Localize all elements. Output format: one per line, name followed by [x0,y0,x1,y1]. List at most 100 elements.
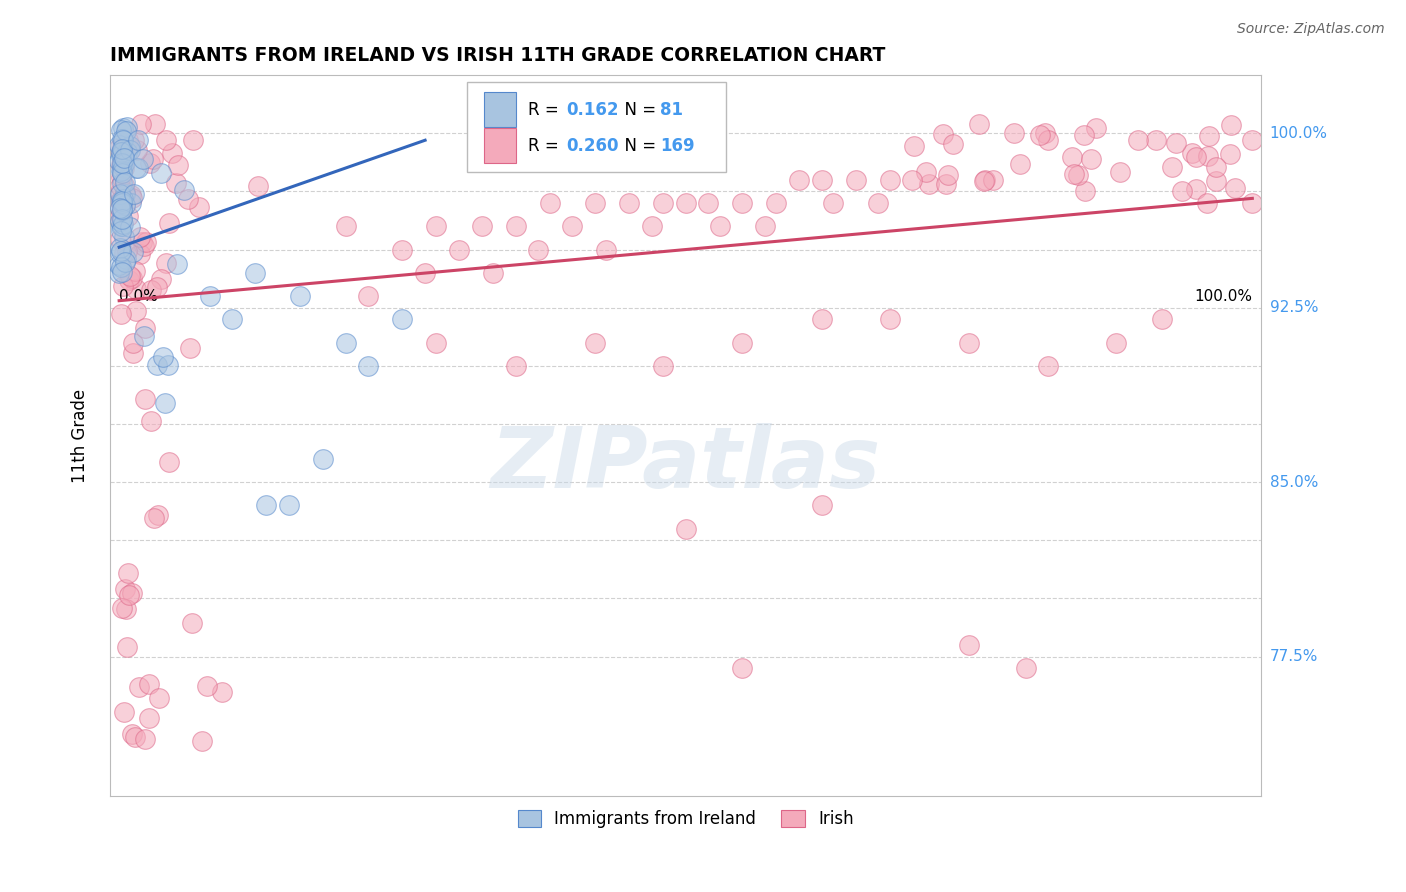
Point [155,256,177,270]
Point [1033,126,1056,140]
Text: 0.0%: 0.0% [120,289,157,304]
Point [256,499,278,513]
Point [110,260,132,274]
Point [121,726,143,740]
Point [278,499,301,513]
Text: 0.162: 0.162 [567,101,619,119]
Text: IMMIGRANTS FROM IRELAND VS IRISH 11TH GRADE CORRELATION CHART: IMMIGRANTS FROM IRELAND VS IRISH 11TH GR… [110,46,886,65]
Point [1063,167,1085,181]
Point [120,187,142,202]
Point [110,169,132,184]
Point [1198,129,1220,144]
Point [153,396,176,410]
Text: 100.0%: 100.0% [1270,126,1327,141]
Point [731,196,754,211]
Point [111,194,134,208]
Point [697,196,720,211]
Point [914,165,936,179]
Point [595,243,617,257]
Text: 92.5%: 92.5% [1270,301,1319,315]
Point [110,202,132,217]
Point [1184,150,1206,164]
Point [124,133,146,147]
Text: 169: 169 [661,136,695,155]
Point [111,265,134,279]
Point [1160,161,1182,175]
Point [1080,153,1102,167]
Point [709,219,731,234]
Point [917,177,939,191]
Point [165,177,187,191]
Point [413,266,436,280]
Point [1036,133,1059,147]
Text: 81: 81 [661,101,683,119]
Point [114,185,136,199]
Point [108,153,131,168]
Point [112,146,135,161]
Point [942,137,965,152]
Point [110,219,132,233]
Point [118,220,141,235]
Point [135,235,157,249]
Point [138,677,160,691]
Point [111,131,134,145]
Point [156,358,179,372]
Point [111,279,134,293]
Point [110,211,132,226]
Point [754,219,776,234]
Point [112,161,135,176]
Point [111,159,134,173]
Point [110,244,132,258]
Point [132,152,155,166]
Point [112,246,135,260]
Point [131,235,153,250]
Point [134,321,156,335]
Point [845,173,868,187]
Point [110,246,132,260]
Text: R =: R = [529,136,564,155]
Point [181,133,204,147]
Point [118,143,141,157]
Point [391,312,413,326]
Point [731,335,754,350]
Point [108,137,131,152]
Point [1171,184,1194,198]
Point [981,173,1004,187]
Point [110,224,132,238]
Point [1150,312,1173,326]
Point [1205,173,1227,187]
Point [122,187,145,202]
Point [111,145,134,160]
Point [195,679,218,693]
Point [111,601,134,615]
Point [1002,126,1025,140]
Point [108,241,131,255]
Point [765,196,787,211]
Point [110,158,132,172]
Point [121,245,143,260]
Point [1205,160,1227,174]
Point [903,138,925,153]
Point [112,157,135,171]
Point [114,255,136,269]
Point [108,185,131,199]
Point [879,312,901,326]
Point [125,303,148,318]
Point [1073,128,1095,142]
Point [112,148,135,162]
Point [129,230,152,244]
Point [1219,146,1241,161]
Point [125,144,148,158]
Point [110,163,132,178]
Point [1015,661,1038,675]
Point [112,230,135,244]
Point [1066,168,1088,182]
Point [505,219,527,234]
Point [936,168,959,182]
Point [121,191,143,205]
Point [111,203,134,218]
Point [1197,148,1219,162]
Point [1185,182,1208,196]
Point [583,335,606,350]
Point [112,151,135,165]
